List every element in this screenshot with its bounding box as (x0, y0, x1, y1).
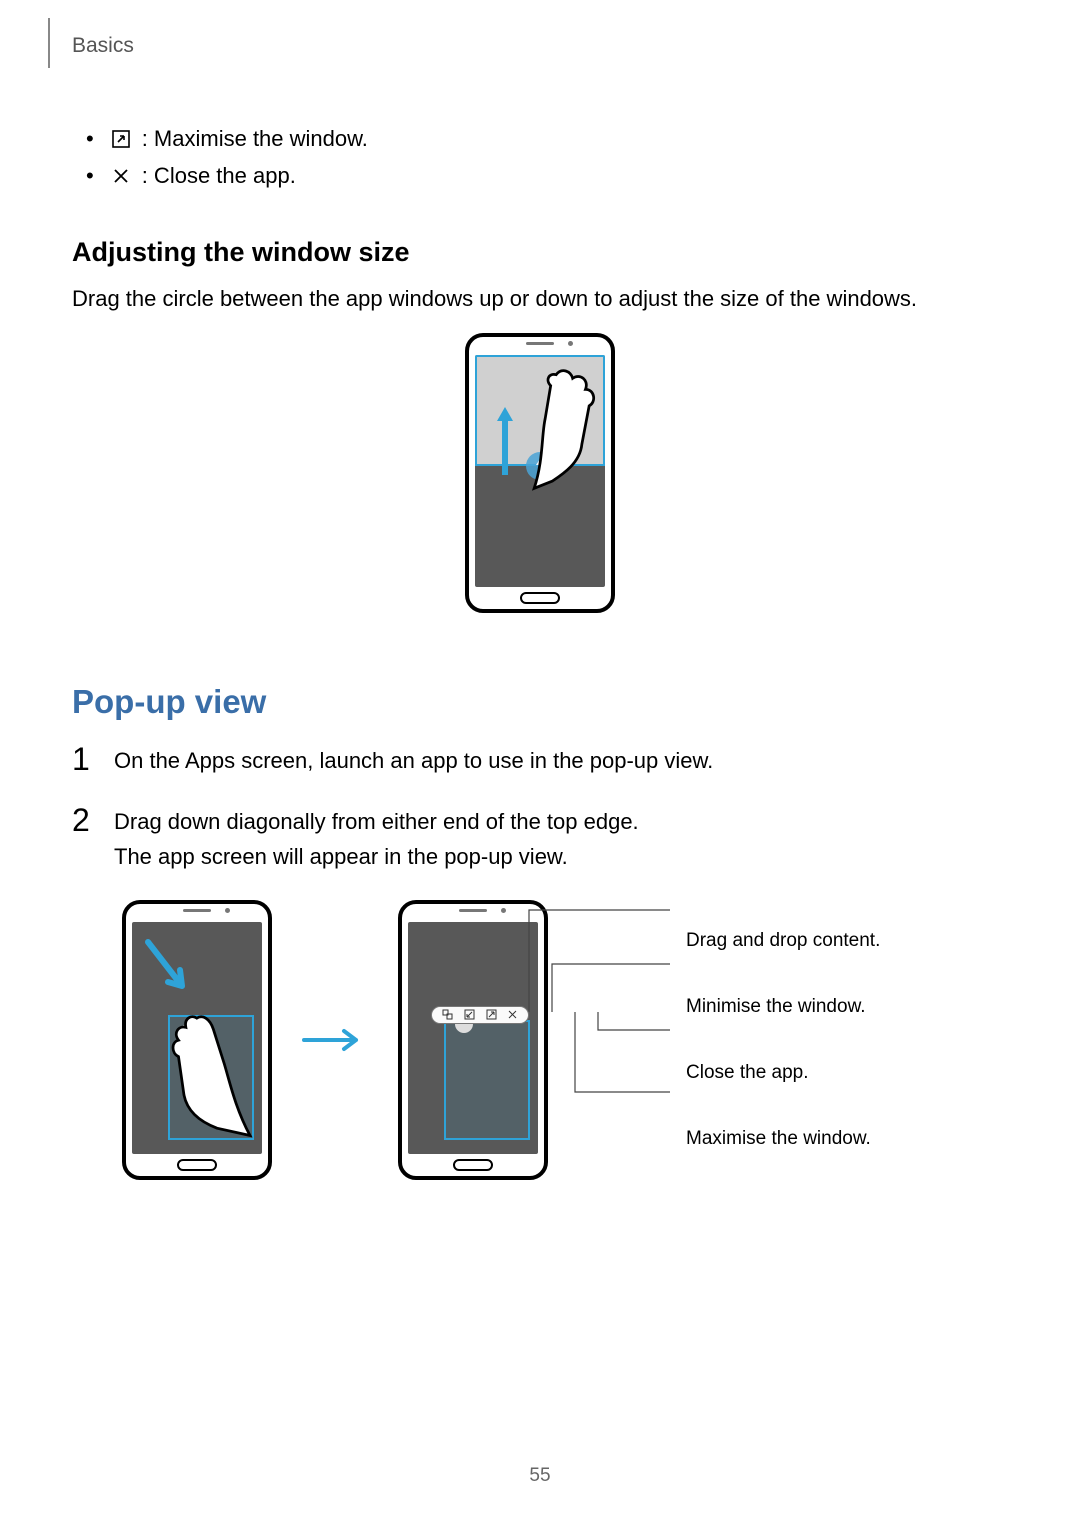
legend-item-close: • : Close the app. (86, 157, 1008, 194)
step-subtext: The app screen will appear in the pop-up… (114, 839, 639, 874)
close-icon (110, 165, 132, 187)
drag-diagonal-arrow-icon (142, 936, 202, 1006)
minimise-icon (464, 1009, 476, 1021)
step-number: 1 (72, 743, 96, 778)
legend-text: : Maximise the window. (142, 120, 368, 157)
maximise-icon (485, 1009, 497, 1021)
popup-steps: 1 On the Apps screen, launch an app to u… (72, 743, 1008, 875)
step-text: Drag down diagonally from either end of … (114, 804, 639, 839)
step-text: On the Apps screen, launch an app to use… (114, 743, 713, 778)
figure-split-resize (72, 333, 1008, 613)
header-rule (48, 18, 50, 68)
callout-minimise: Minimise the window. (686, 996, 880, 1018)
arrow-right-icon (300, 1025, 370, 1055)
legend-text: : Close the app. (142, 157, 296, 194)
close-icon (507, 1009, 519, 1021)
section-breadcrumb: Basics (72, 34, 134, 58)
callout-maximise: Maximise the window. (686, 1128, 880, 1150)
bullet-dot: • (86, 120, 94, 157)
icon-legend-list: • : Maximise the window. • : Close the a… (86, 120, 1008, 195)
page-content: • : Maximise the window. • : Close the a… (72, 120, 1008, 1180)
legend-item-maximise: • : Maximise the window. (86, 120, 1008, 157)
hand-icon (162, 1010, 272, 1140)
page-number: 55 (529, 1465, 550, 1487)
step-1: 1 On the Apps screen, launch an app to u… (72, 743, 1008, 778)
subheading-adjust: Adjusting the window size (72, 237, 1008, 268)
popup-callouts: Drag and drop content. Minimise the wind… (686, 930, 880, 1150)
bullet-dot: • (86, 157, 94, 194)
hand-icon (525, 361, 635, 491)
adjust-body: Drag the circle between the app windows … (72, 282, 1008, 315)
popup-toolbar (431, 1006, 529, 1024)
callout-leader-lines (520, 892, 710, 1182)
callout-drag-drop: Drag and drop content. (686, 930, 880, 952)
maximise-icon (110, 128, 132, 150)
step-number: 2 (72, 804, 96, 874)
step-2: 2 Drag down diagonally from either end o… (72, 804, 1008, 874)
drag-content-icon (442, 1009, 454, 1021)
callout-close: Close the app. (686, 1062, 880, 1084)
figure-popup-row: Drag and drop content. Minimise the wind… (122, 900, 1008, 1180)
drag-up-arrow-icon (493, 401, 517, 486)
heading-popup-view: Pop-up view (72, 683, 1008, 721)
